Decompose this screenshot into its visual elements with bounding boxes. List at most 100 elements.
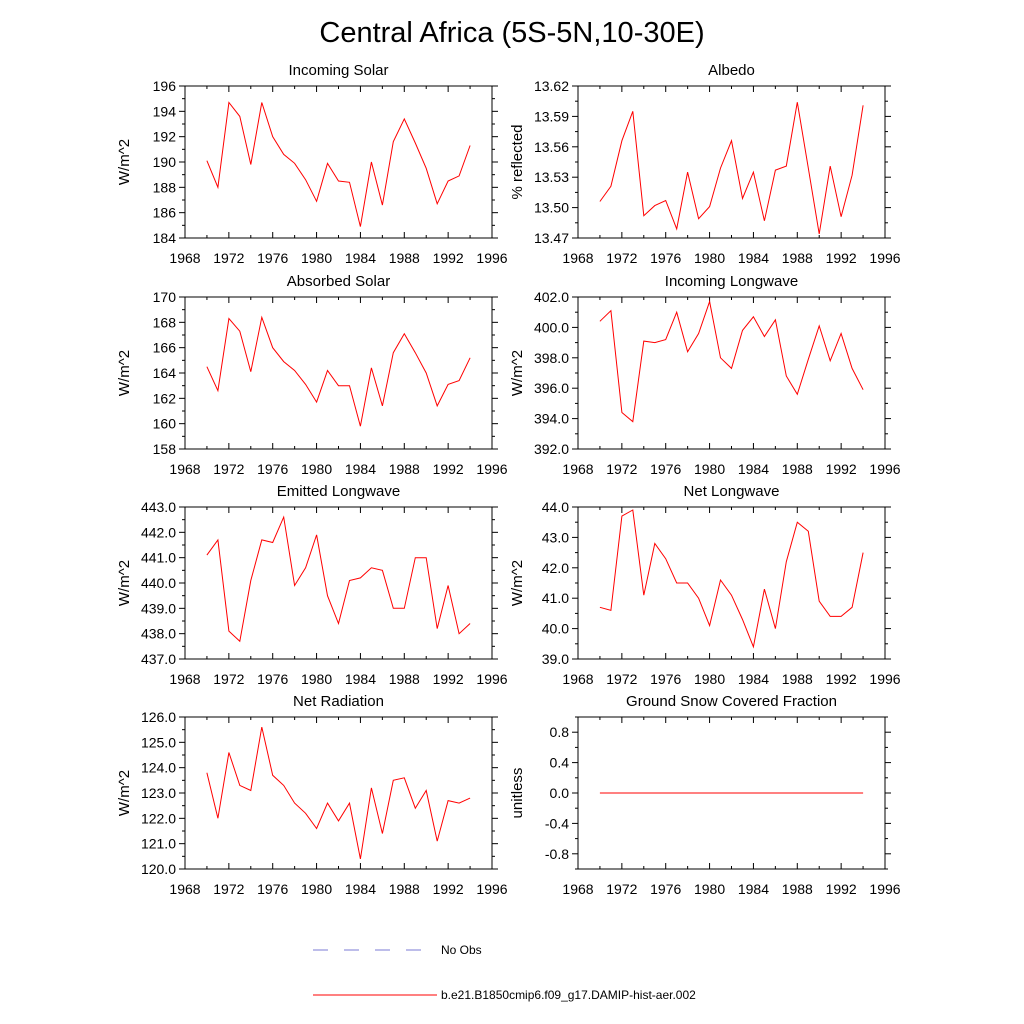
x-tick-label: 1996 xyxy=(869,461,900,477)
x-tick-label: 1968 xyxy=(562,671,593,687)
series-line xyxy=(599,509,864,649)
panel-emitted-longwave: Emitted Longwave W/m^2 1968 1972 1976 1980 198… xyxy=(116,483,508,687)
x-tick-label: 1984 xyxy=(738,461,769,477)
panel-albedo: Albedo % reflected 1968 1972 1976 1980 1984 198… xyxy=(509,62,901,266)
y-tick-label: 120.0 xyxy=(141,861,176,877)
x-tick-label: 1988 xyxy=(782,881,813,897)
y-tick-label: 13.62 xyxy=(534,78,569,94)
x-tick-label: 1996 xyxy=(869,250,900,266)
y-axis-label: W/m^2 xyxy=(116,770,133,816)
figure-title: Central Africa (5S-5N,10-30E) xyxy=(319,17,704,49)
y-tick-label: 162 xyxy=(153,390,177,406)
panel-net-longwave: Net Longwave W/m^2 1968 1972 1976 1980 1984 198… xyxy=(509,483,901,687)
y-tick-label: 164 xyxy=(153,365,177,381)
x-tick-label: 1996 xyxy=(869,881,900,897)
y-tick-label: 196 xyxy=(153,78,177,94)
y-tick-label: 41.0 xyxy=(542,590,569,606)
y-tick-label: 13.47 xyxy=(534,230,569,246)
x-tick-label: 1968 xyxy=(562,250,593,266)
x-tick-label: 1980 xyxy=(694,671,725,687)
x-tick-label: 1968 xyxy=(169,881,200,897)
series-line xyxy=(206,315,471,427)
x-tick-label: 1976 xyxy=(650,881,681,897)
y-tick-label: 396.0 xyxy=(534,380,569,396)
x-tick-label: 1980 xyxy=(301,671,332,687)
panel-title: Incoming Solar xyxy=(288,62,388,79)
y-tick-label: 166 xyxy=(153,340,177,356)
y-tick-label: 13.50 xyxy=(534,200,569,216)
x-tick-label: 1976 xyxy=(257,461,288,477)
y-tick-label: 44.0 xyxy=(542,499,569,515)
panel-title: Absorbed Solar xyxy=(287,273,390,290)
x-tick-label: 1984 xyxy=(345,461,376,477)
y-tick-label: 440.0 xyxy=(141,575,176,591)
y-tick-label: 122.0 xyxy=(141,810,176,826)
x-tick-label: 1992 xyxy=(826,461,857,477)
x-tick-label: 1968 xyxy=(562,461,593,477)
panel-title: Incoming Longwave xyxy=(665,273,798,290)
x-tick-label: 1996 xyxy=(476,881,507,897)
y-axis-label: W/m^2 xyxy=(116,350,133,396)
x-tick-label: 1984 xyxy=(345,671,376,687)
x-tick-label: 1972 xyxy=(606,881,637,897)
x-tick-label: 1996 xyxy=(476,250,507,266)
y-tick-label: 13.59 xyxy=(534,108,569,124)
x-tick-label: 1992 xyxy=(826,881,857,897)
y-tick-label: 186 xyxy=(153,205,177,221)
x-tick-label: 1968 xyxy=(169,461,200,477)
panel-title: Albedo xyxy=(708,62,755,79)
y-tick-label: 13.56 xyxy=(534,139,569,155)
x-tick-label: 1992 xyxy=(826,250,857,266)
y-tick-label: 0.8 xyxy=(550,724,570,740)
x-tick-label: 1988 xyxy=(389,461,420,477)
x-tick-label: 1992 xyxy=(433,250,464,266)
y-tick-label: 443.0 xyxy=(141,499,176,515)
y-tick-label: 126.0 xyxy=(141,709,176,725)
panel-ground-snow-covered-fraction: Ground Snow Covered Fraction unitless 1968… xyxy=(509,693,901,897)
y-tick-label: 194 xyxy=(153,103,177,119)
x-tick-label: 1972 xyxy=(213,461,244,477)
y-tick-label: 124.0 xyxy=(141,760,176,776)
x-tick-label: 1996 xyxy=(476,461,507,477)
series-line xyxy=(599,299,864,423)
y-tick-label: 192 xyxy=(153,129,177,145)
x-tick-label: 1976 xyxy=(650,671,681,687)
x-tick-label: 1984 xyxy=(345,881,376,897)
y-tick-label: -0.4 xyxy=(545,815,569,831)
y-tick-label: 0.0 xyxy=(550,785,570,801)
y-tick-label: 158 xyxy=(153,441,177,457)
x-tick-label: 1980 xyxy=(301,881,332,897)
y-tick-label: 190 xyxy=(153,154,177,170)
y-tick-label: 442.0 xyxy=(141,524,176,540)
y-tick-label: 438.0 xyxy=(141,626,176,642)
x-tick-label: 1984 xyxy=(738,881,769,897)
x-tick-label: 1968 xyxy=(169,671,200,687)
x-tick-label: 1972 xyxy=(213,671,244,687)
panel-title: Net Radiation xyxy=(293,693,384,710)
x-tick-label: 1968 xyxy=(169,250,200,266)
x-tick-label: 1976 xyxy=(257,250,288,266)
y-tick-label: 392.0 xyxy=(534,441,569,457)
panel-title: Emitted Longwave xyxy=(277,483,400,500)
x-tick-label: 1988 xyxy=(782,671,813,687)
x-tick-label: 1972 xyxy=(606,461,637,477)
y-tick-label: 441.0 xyxy=(141,550,176,566)
x-tick-label: 1988 xyxy=(782,461,813,477)
y-tick-label: 42.0 xyxy=(542,560,569,576)
x-tick-label: 1992 xyxy=(433,881,464,897)
panel-title: Ground Snow Covered Fraction xyxy=(626,693,837,710)
x-tick-label: 1988 xyxy=(782,250,813,266)
x-tick-label: 1996 xyxy=(869,671,900,687)
y-tick-label: 123.0 xyxy=(141,785,176,801)
x-tick-label: 1972 xyxy=(213,250,244,266)
x-tick-label: 1988 xyxy=(389,881,420,897)
y-tick-label: 398.0 xyxy=(534,350,569,366)
x-tick-label: 1988 xyxy=(389,250,420,266)
y-axis-label: W/m^2 xyxy=(116,139,133,185)
x-tick-label: 1976 xyxy=(257,671,288,687)
y-tick-label: 168 xyxy=(153,314,177,330)
series-line xyxy=(599,102,864,234)
legend: No Obs b.e21.B1850cmip6.f09_g17.DAMIP-hi… xyxy=(313,943,696,1002)
